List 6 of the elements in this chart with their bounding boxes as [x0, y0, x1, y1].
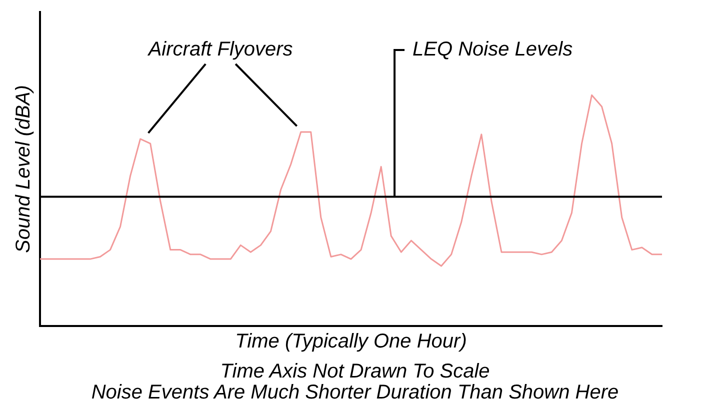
y-axis-title: Sound Level (dBA)	[12, 85, 35, 253]
text: Time Axis Not Drawn To Scale	[220, 360, 490, 383]
ref-line-label: LEQ Noise Levels	[412, 38, 573, 61]
x-axis-title: Time (Typically One Hour)	[235, 330, 467, 353]
text: Noise Events Are Much Shorter Duration Than Shown Here	[91, 382, 619, 404]
text: Aircraft Flyovers	[147, 38, 293, 61]
